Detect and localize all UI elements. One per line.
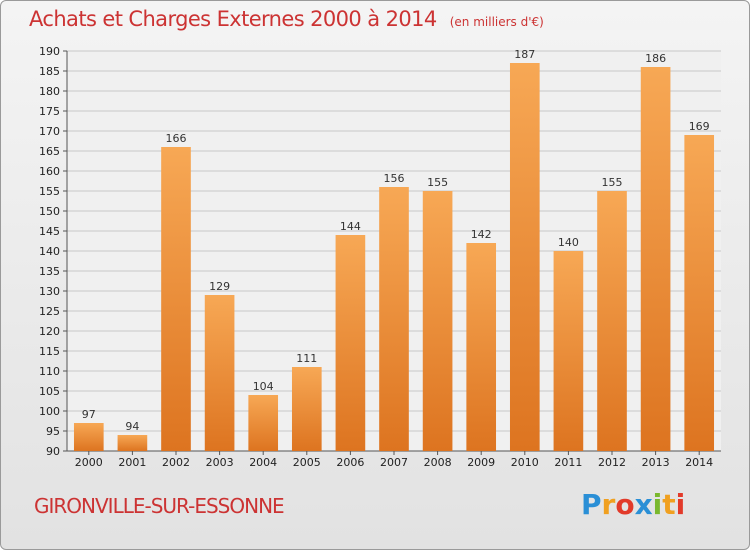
chart-header: Achats et Charges Externes 2000 à 2014 (… xyxy=(29,7,544,31)
x-tick-label: 2004 xyxy=(249,456,277,469)
y-tick-label: 185 xyxy=(39,65,60,78)
x-tick-label: 2001 xyxy=(118,456,146,469)
bar-value-label: 155 xyxy=(427,176,448,189)
logo-letter: i xyxy=(652,488,663,521)
bar xyxy=(553,251,584,451)
bar xyxy=(466,243,497,451)
chart-unit: (en milliers d'€) xyxy=(449,15,544,29)
bar-value-label: 169 xyxy=(689,120,710,133)
y-tick-label: 155 xyxy=(39,185,60,198)
bar xyxy=(379,187,409,451)
y-tick-label: 100 xyxy=(39,405,60,418)
bar xyxy=(684,135,715,451)
x-tick-label: 2008 xyxy=(424,456,452,469)
logo-letter: o xyxy=(615,488,635,521)
x-tick-label: 2014 xyxy=(685,456,713,469)
bar-value-label: 142 xyxy=(471,228,492,241)
bar-value-label: 104 xyxy=(253,380,274,393)
bar xyxy=(640,67,671,451)
bar-value-label: 97 xyxy=(82,408,96,421)
bar xyxy=(335,235,366,451)
y-tick-label: 145 xyxy=(39,225,60,238)
y-tick-label: 115 xyxy=(39,345,60,358)
bar xyxy=(597,191,627,451)
x-tick-label: 2009 xyxy=(467,456,495,469)
bar-value-label: 111 xyxy=(296,352,317,365)
y-tick-label: 120 xyxy=(39,325,60,338)
x-tick-label: 2000 xyxy=(75,456,103,469)
x-tick-label: 2006 xyxy=(336,456,364,469)
logo-letter: x xyxy=(634,488,653,521)
logo-letter: P xyxy=(581,488,602,521)
y-tick-label: 180 xyxy=(39,85,60,98)
bar xyxy=(291,367,322,451)
y-tick-label: 175 xyxy=(39,105,60,118)
bar xyxy=(422,191,453,451)
y-tick-label: 130 xyxy=(39,285,60,298)
logo-letter: t xyxy=(662,488,676,521)
bar xyxy=(248,395,279,451)
bar xyxy=(204,295,235,451)
y-tick-label: 140 xyxy=(39,245,60,258)
y-tick-label: 90 xyxy=(46,445,60,458)
x-tick-label: 2003 xyxy=(206,456,234,469)
chart-title: Achats et Charges Externes 2000 à 2014 xyxy=(29,7,437,31)
y-tick-label: 95 xyxy=(46,425,60,438)
bar-value-label: 186 xyxy=(645,52,666,65)
y-tick-label: 110 xyxy=(39,365,60,378)
bar xyxy=(117,435,148,451)
x-tick-label: 2011 xyxy=(554,456,582,469)
bar-value-label: 140 xyxy=(558,236,579,249)
y-tick-label: 135 xyxy=(39,265,60,278)
bar xyxy=(509,63,540,451)
x-tick-label: 2002 xyxy=(162,456,190,469)
bar-value-label: 155 xyxy=(602,176,623,189)
x-tick-label: 2010 xyxy=(511,456,539,469)
y-tick-label: 190 xyxy=(39,45,60,58)
bar-value-label: 94 xyxy=(125,420,139,433)
bar xyxy=(161,147,191,451)
city-name: GIRONVILLE-SUR-ESSONNE xyxy=(34,494,285,518)
y-tick-label: 170 xyxy=(39,125,60,138)
bar-value-label: 129 xyxy=(209,280,230,293)
y-tick-label: 105 xyxy=(39,385,60,398)
proxiti-logo[interactable]: Proxiti xyxy=(581,488,685,521)
bar xyxy=(73,423,104,451)
bar-value-label: 156 xyxy=(384,172,405,185)
logo-letter: r xyxy=(601,488,616,521)
x-tick-label: 2005 xyxy=(293,456,321,469)
x-tick-label: 2012 xyxy=(598,456,626,469)
y-tick-label: 125 xyxy=(39,305,60,318)
bar-value-label: 144 xyxy=(340,220,361,233)
x-tick-label: 2007 xyxy=(380,456,408,469)
y-tick-label: 165 xyxy=(39,145,60,158)
bar-value-label: 187 xyxy=(514,48,535,61)
logo-letter: i xyxy=(675,488,686,521)
y-tick-label: 150 xyxy=(39,205,60,218)
y-tick-label: 160 xyxy=(39,165,60,178)
bar-value-label: 166 xyxy=(166,132,187,145)
x-tick-label: 2013 xyxy=(642,456,670,469)
